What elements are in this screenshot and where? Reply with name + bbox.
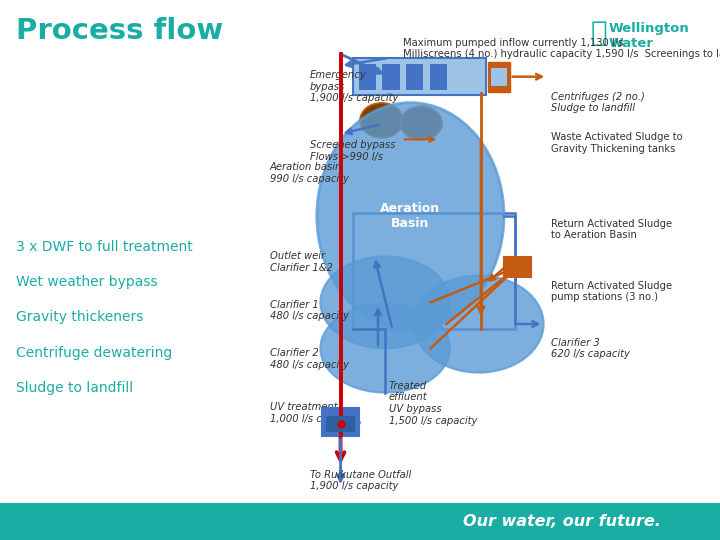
- FancyBboxPatch shape: [491, 68, 507, 86]
- Text: Wellington
Water: Wellington Water: [608, 22, 689, 50]
- Text: Clarifier 1
480 l/s capacity: Clarifier 1 480 l/s capacity: [270, 300, 349, 321]
- Ellipse shape: [360, 103, 403, 138]
- Ellipse shape: [317, 103, 504, 329]
- Text: Wet weather bypass: Wet weather bypass: [16, 275, 158, 289]
- Text: Gravity thickeners: Gravity thickeners: [16, 310, 143, 325]
- FancyBboxPatch shape: [326, 416, 355, 432]
- Text: Clarifier 3
620 l/s capacity: Clarifier 3 620 l/s capacity: [551, 338, 630, 359]
- Text: Emergency
bypass
1,900 l/s capacity: Emergency bypass 1,900 l/s capacity: [310, 70, 398, 103]
- Text: Return Activated Sludge
pump stations (3 no.): Return Activated Sludge pump stations (3…: [551, 281, 672, 302]
- Text: Aeration basin
990 l/s capacity: Aeration basin 990 l/s capacity: [270, 162, 349, 184]
- Text: Our water, our future.: Our water, our future.: [463, 514, 660, 529]
- FancyBboxPatch shape: [406, 64, 423, 90]
- Text: Sludge to landfill: Sludge to landfill: [16, 381, 133, 395]
- FancyBboxPatch shape: [382, 64, 400, 90]
- Text: 3 x DWF to full treatment: 3 x DWF to full treatment: [16, 240, 192, 254]
- Text: Process flow: Process flow: [16, 17, 223, 45]
- Text: Aeration
Basin: Aeration Basin: [380, 202, 441, 230]
- Text: To Ruikutane Outfall
1,900 l/s capacity: To Ruikutane Outfall 1,900 l/s capacity: [310, 470, 411, 491]
- FancyBboxPatch shape: [322, 408, 359, 436]
- Ellipse shape: [400, 106, 442, 140]
- Text: UV treatment
1,000 l/s capacity: UV treatment 1,000 l/s capacity: [270, 402, 359, 424]
- Text: Waste Activated Sludge to
Gravity Thickening tanks: Waste Activated Sludge to Gravity Thicke…: [551, 132, 683, 154]
- FancyBboxPatch shape: [504, 256, 531, 277]
- FancyBboxPatch shape: [353, 58, 486, 94]
- FancyBboxPatch shape: [488, 62, 510, 92]
- FancyBboxPatch shape: [359, 64, 376, 90]
- Text: Treated
effluent
UV bypass
1,500 l/s capacity: Treated effluent UV bypass 1,500 l/s cap…: [389, 381, 477, 426]
- Text: Outlet weir
Clarifier 1&2: Outlet weir Clarifier 1&2: [270, 251, 333, 273]
- Text: Maximum pumped inflow currently 1,130 l/s
Milliscreens (4 no.) hydraulic capacit: Maximum pumped inflow currently 1,130 l/…: [403, 38, 720, 59]
- Text: ⓦ: ⓦ: [590, 19, 607, 47]
- Text: Return Activated Sludge
to Aeration Basin: Return Activated Sludge to Aeration Basi…: [551, 219, 672, 240]
- FancyBboxPatch shape: [430, 64, 447, 90]
- Text: Screened bypass
Flows >990 l/s: Screened bypass Flows >990 l/s: [310, 140, 395, 162]
- Ellipse shape: [414, 275, 544, 373]
- Ellipse shape: [320, 256, 450, 348]
- Text: Centrifuges (2 no.)
Sludge to landfill: Centrifuges (2 no.) Sludge to landfill: [551, 92, 644, 113]
- Text: Clarifier 2
480 l/s capacity: Clarifier 2 480 l/s capacity: [270, 348, 349, 370]
- Text: Centrifuge dewatering: Centrifuge dewatering: [16, 346, 172, 360]
- FancyBboxPatch shape: [0, 503, 720, 540]
- Ellipse shape: [320, 304, 450, 393]
- FancyBboxPatch shape: [0, 0, 720, 503]
